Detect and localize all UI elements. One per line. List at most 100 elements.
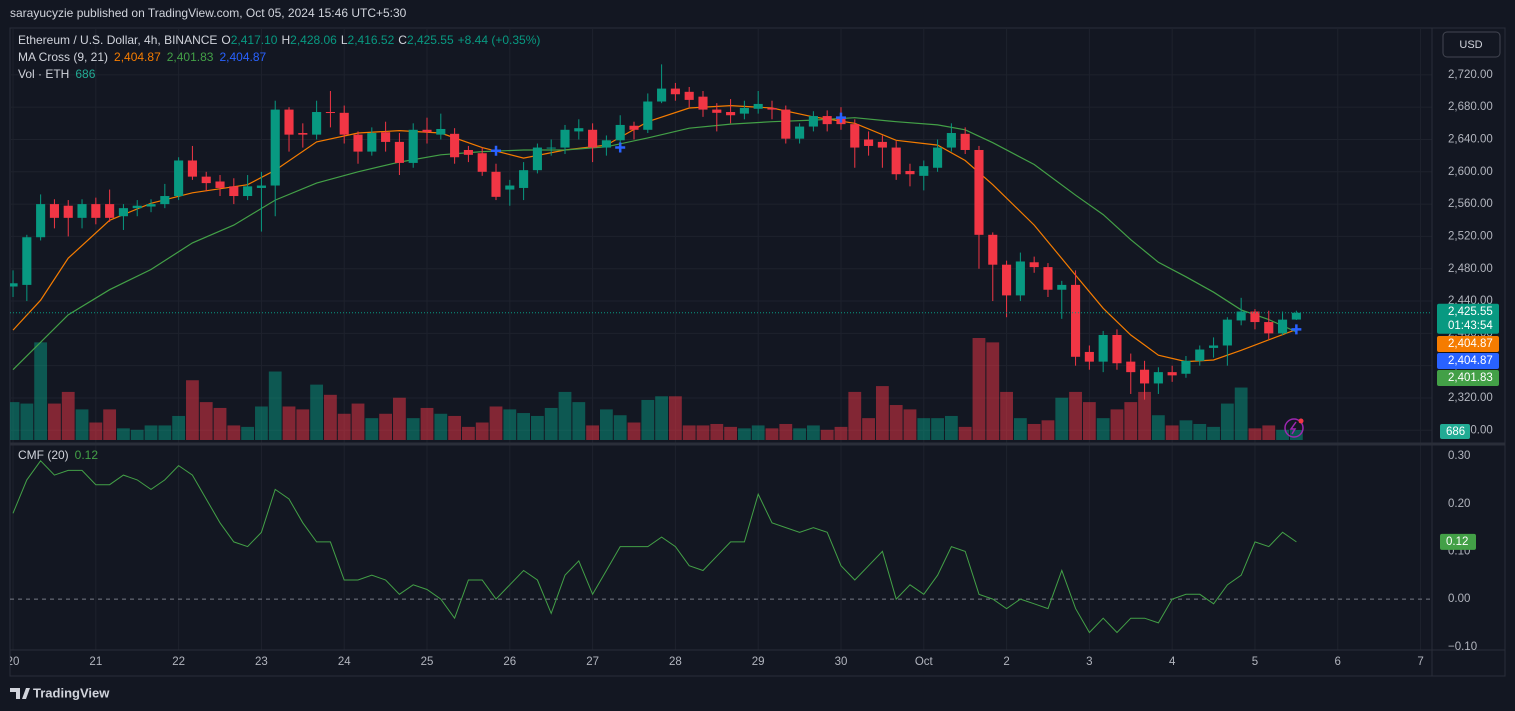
candle-body: [1291, 312, 1301, 320]
volume-bar: [641, 399, 655, 440]
volume-legend: Vol · ETH 686: [18, 67, 96, 81]
candle-body: [1098, 334, 1108, 362]
volume-bar: [1000, 391, 1013, 440]
volume-bar: [517, 413, 531, 440]
brand[interactable]: TradingView: [10, 685, 110, 700]
candle-body: [560, 129, 570, 148]
candle-body: [1167, 372, 1177, 376]
volume-bar: [1165, 425, 1179, 440]
brand-logo[interactable]: [10, 688, 30, 699]
volume-bar: [613, 415, 627, 440]
y-tick-label: −0.10: [1448, 641, 1477, 653]
volume-bar: [834, 426, 848, 440]
volume-bar: [1262, 425, 1276, 440]
candle-body: [1071, 284, 1081, 357]
currency-button[interactable]: USD: [1442, 31, 1501, 58]
volume-bar: [1041, 420, 1055, 440]
candle-body: [312, 112, 322, 135]
cmf-badge-value: 0.12: [1446, 536, 1468, 548]
ohlc-key: C: [398, 33, 407, 47]
candle-body: [1084, 351, 1094, 362]
volume-bar: [793, 428, 806, 440]
candle-body: [767, 107, 777, 110]
alert-bolt[interactable]: [1289, 421, 1297, 435]
candle-body: [1153, 372, 1163, 384]
y-tick-label: 2,640.00: [1448, 134, 1493, 146]
cmf-legend: CMF (20) 0.12: [18, 448, 98, 462]
volume-bar: [806, 425, 820, 440]
alert-dot[interactable]: [1298, 418, 1304, 424]
volume-bar: [696, 425, 710, 440]
currency-box[interactable]: [1442, 31, 1501, 58]
x-tick-label: 21: [89, 656, 102, 668]
candle-body: [532, 147, 542, 171]
volume-bar: [20, 403, 34, 440]
volume-bar: [668, 396, 682, 440]
candle-body: [408, 129, 418, 163]
volume-bar: [558, 391, 572, 440]
candle-body: [270, 109, 280, 186]
candle-body: [1278, 319, 1288, 334]
volume-bar: [489, 406, 503, 440]
candle-body: [1250, 311, 1260, 323]
y-tick-label: 2,600.00: [1448, 166, 1493, 178]
candle-body: [463, 149, 473, 155]
volume-bar: [434, 413, 448, 440]
candle-body: [712, 109, 722, 113]
x-tick-label: 26: [503, 656, 516, 668]
ma-value: 2,404.87: [114, 50, 161, 64]
alert-ring[interactable]: [1284, 418, 1304, 438]
volume-bar: [255, 406, 268, 440]
x-tick-label: 7: [1417, 656, 1423, 668]
candle-body: [105, 204, 115, 218]
cross-marker: [615, 142, 626, 153]
price-badge-value: 2,425.55: [1448, 306, 1493, 318]
volume-bar: [475, 422, 489, 440]
volume-bar: [1055, 397, 1069, 440]
volume-bar: [89, 422, 103, 440]
alert-icon[interactable]: [1284, 418, 1304, 438]
volume-bar: [531, 415, 544, 440]
x-tick-label: 30: [835, 656, 848, 668]
candle-body: [1057, 284, 1067, 290]
volume-bar: [875, 386, 889, 440]
ohlc-value: 2,425.55: [407, 33, 454, 47]
volume-bar: [917, 418, 931, 440]
volume-value: 686: [75, 67, 95, 81]
volume-bar: [586, 425, 599, 440]
volume-bar: [186, 380, 199, 440]
volume-bar: [1124, 402, 1138, 440]
volume-bar: [241, 426, 255, 440]
volume-bar: [724, 426, 737, 440]
ohlc-value: 2,428.06: [290, 33, 337, 47]
candle-body: [381, 132, 391, 142]
candle-body: [118, 208, 128, 217]
y-tick-label: 2,680.00: [1448, 101, 1493, 113]
candle-body: [36, 204, 46, 238]
volume-bar: [310, 384, 324, 440]
price-badge: [1437, 303, 1499, 334]
currency-label[interactable]: USD: [1459, 39, 1482, 51]
ohlc-value: 2,416.52: [348, 33, 395, 47]
x-tick-label: 22: [172, 656, 185, 668]
ma-badge: [1437, 370, 1499, 386]
y-tick-label: 0.30: [1448, 450, 1470, 462]
candle-body: [132, 205, 142, 209]
brand-name[interactable]: TradingView: [33, 685, 110, 700]
candle-body: [477, 153, 487, 172]
candle-body: [588, 129, 598, 148]
candle-body: [726, 112, 736, 116]
candle-body: [256, 185, 266, 188]
candle-body: [877, 141, 887, 148]
volume-bar: [627, 422, 641, 440]
candle-body: [284, 109, 294, 135]
x-tick-label: 20: [7, 656, 20, 668]
candle-body: [160, 196, 170, 205]
y-tick-label: 2,560.00: [1448, 198, 1493, 210]
x-tick-label: 29: [752, 656, 765, 668]
volume-bar: [117, 428, 130, 440]
volume-bar: [751, 425, 765, 440]
volume-bar: [1110, 409, 1124, 440]
volume-bar: [10, 402, 20, 440]
